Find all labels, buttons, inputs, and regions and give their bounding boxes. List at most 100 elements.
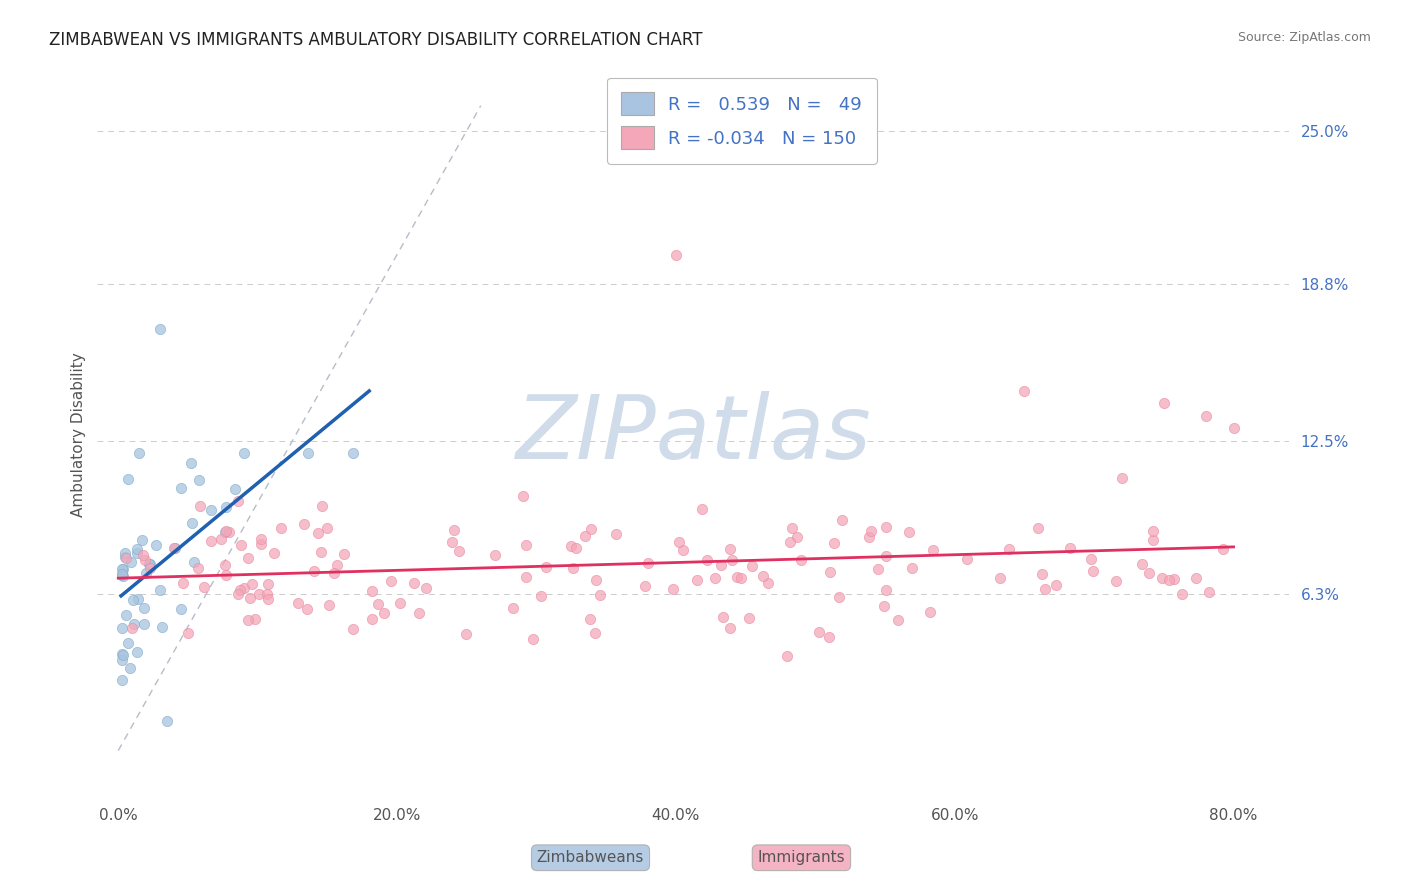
Point [150,620,173,634]
Point [114,549,136,564]
Point [484,548,506,562]
Point [332,547,354,561]
Point [239,591,262,605]
Point [172,576,194,591]
Point [1105,574,1128,589]
Point [112,562,135,576]
Point [200,534,222,549]
Point [120,661,142,675]
Point [898,524,921,539]
Point [238,613,260,627]
Point [183,555,205,569]
Point [585,573,607,587]
Point [218,524,240,539]
Point [440,535,463,549]
Point [297,446,319,460]
Point [686,573,709,587]
Point [243,612,266,626]
Point [111,562,134,576]
Point [111,568,134,582]
Point [404,575,426,590]
Point [263,546,285,560]
Point [408,606,430,620]
Text: Immigrants: Immigrants [758,850,845,865]
Point [224,482,246,496]
Y-axis label: Ambulatory Disability: Ambulatory Disability [72,352,86,516]
Point [1198,585,1220,599]
Point [215,524,238,539]
Point [1142,524,1164,538]
Point [704,571,727,585]
Point [125,541,148,556]
Point [389,596,412,610]
Point [188,474,211,488]
Point [1132,557,1154,571]
Point [818,565,841,579]
Point [827,590,849,604]
Point [170,481,193,495]
Point [789,553,811,567]
Point [807,625,830,640]
Point [215,568,238,582]
Point [287,596,309,610]
Point [1195,409,1218,423]
Point [515,570,537,584]
Point [1033,582,1056,596]
Point [165,541,187,555]
Point [226,494,249,508]
Point [209,532,232,546]
Point [256,587,278,601]
Point [111,653,134,667]
Point [127,546,149,560]
Point [1111,471,1133,485]
Point [859,524,882,538]
Point [128,446,150,460]
Point [127,645,149,659]
Point [1184,571,1206,585]
Point [605,526,627,541]
Point [730,571,752,585]
Point [117,636,139,650]
Point [782,521,804,535]
Point [786,530,808,544]
Point [718,542,741,557]
Point [323,566,346,581]
Point [156,714,179,728]
Point [326,558,349,572]
Point [1171,587,1194,601]
Point [121,621,143,635]
Point [139,557,162,571]
Point [536,560,558,574]
Point [858,530,880,544]
Point [315,521,337,535]
Point [149,582,172,597]
Point [574,529,596,543]
Point [236,551,259,566]
Text: Zimbabweans: Zimbabweans [537,850,644,865]
Point [229,582,252,597]
Point [1014,384,1036,398]
Point [741,559,763,574]
Point [169,602,191,616]
Point [1045,578,1067,592]
Point [866,562,889,576]
Point [138,557,160,571]
Point [132,601,155,615]
Point [250,537,273,551]
Point [177,626,200,640]
Point [1157,574,1180,588]
Point [122,617,145,632]
Point [831,513,853,527]
Point [415,581,437,595]
Point [696,553,718,567]
Point [131,533,153,548]
Point [1163,572,1185,586]
Point [711,609,734,624]
Point [256,577,278,591]
Point [1031,567,1053,582]
Point [721,552,744,566]
Point [922,543,945,558]
Point [111,567,134,582]
Point [578,612,600,626]
Point [132,616,155,631]
